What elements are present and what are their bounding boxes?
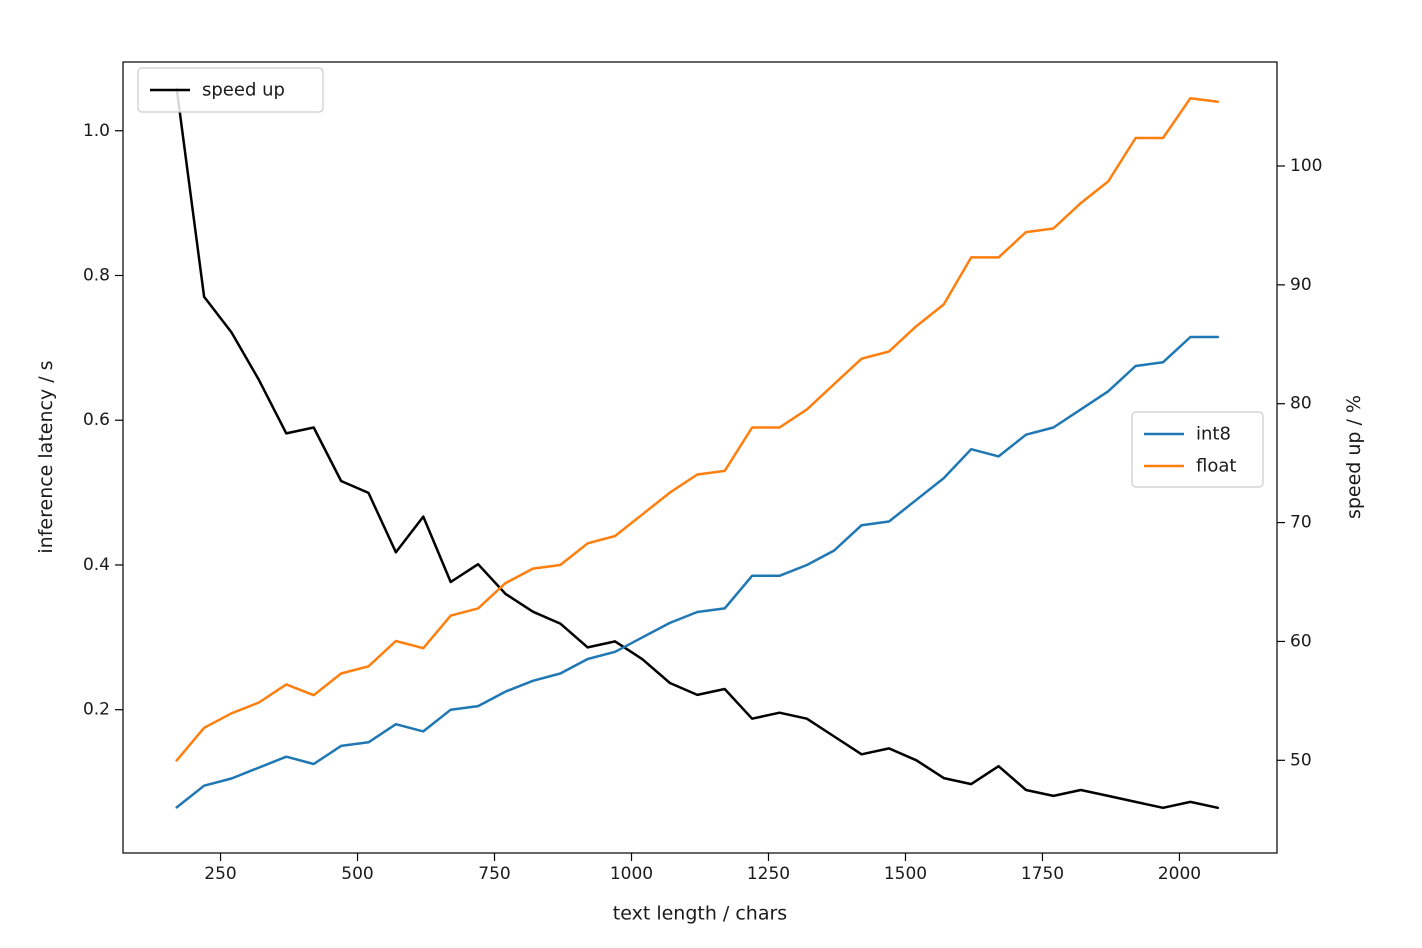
x-tick-label: 250 — [204, 864, 236, 884]
x-tick-label: 1250 — [747, 864, 790, 884]
legend-middle-right: int8 float — [1131, 411, 1264, 488]
y-left-tick-label: 0.2 — [83, 700, 110, 720]
series-line-int8 — [175, 335, 1220, 809]
y-right-tick-label: 90 — [1290, 275, 1312, 295]
legend-box — [137, 67, 324, 113]
y-right-tick-label: 100 — [1290, 156, 1322, 176]
x-tick-label: 2000 — [1158, 864, 1201, 884]
x-tick-label: 1000 — [610, 864, 653, 884]
series-line-speed-up — [175, 87, 1220, 810]
x-tick-label: 1500 — [884, 864, 927, 884]
x-tick-label: 500 — [341, 864, 373, 884]
y-right-tick-label: 50 — [1290, 750, 1312, 770]
y-axis-label-left: inference latency / s — [35, 360, 57, 553]
y-right-tick-label: 60 — [1290, 631, 1312, 651]
legend-label-speed-up: speed up — [202, 80, 285, 101]
y-left-tick-label: 0.6 — [83, 410, 110, 430]
y-left-tick-label: 0.4 — [83, 555, 110, 575]
y-left-tick-label: 1.0 — [83, 121, 110, 141]
legend-label-float: float — [1196, 456, 1236, 477]
y-left-tick-label: 0.8 — [83, 265, 110, 285]
x-axis-label: text length / chars — [613, 903, 787, 925]
legend-label-int8: int8 — [1196, 424, 1231, 445]
legend-upper-left: speed up — [137, 67, 324, 113]
x-tick-label: 1750 — [1021, 864, 1064, 884]
y-axis-label-right: speed up / % — [1343, 395, 1365, 519]
chart-generated: 250 500 750 1000 1250 1500 1750 2000 0.2 0.4 0.6 0.… — [83, 61, 1322, 884]
series-line-float — [175, 96, 1220, 762]
x-tick-label: 750 — [478, 864, 510, 884]
plot-frame — [122, 61, 1278, 854]
y-right-tick-label: 80 — [1290, 394, 1312, 414]
y-right-tick-label: 70 — [1290, 513, 1312, 533]
legend-box — [1131, 411, 1264, 488]
